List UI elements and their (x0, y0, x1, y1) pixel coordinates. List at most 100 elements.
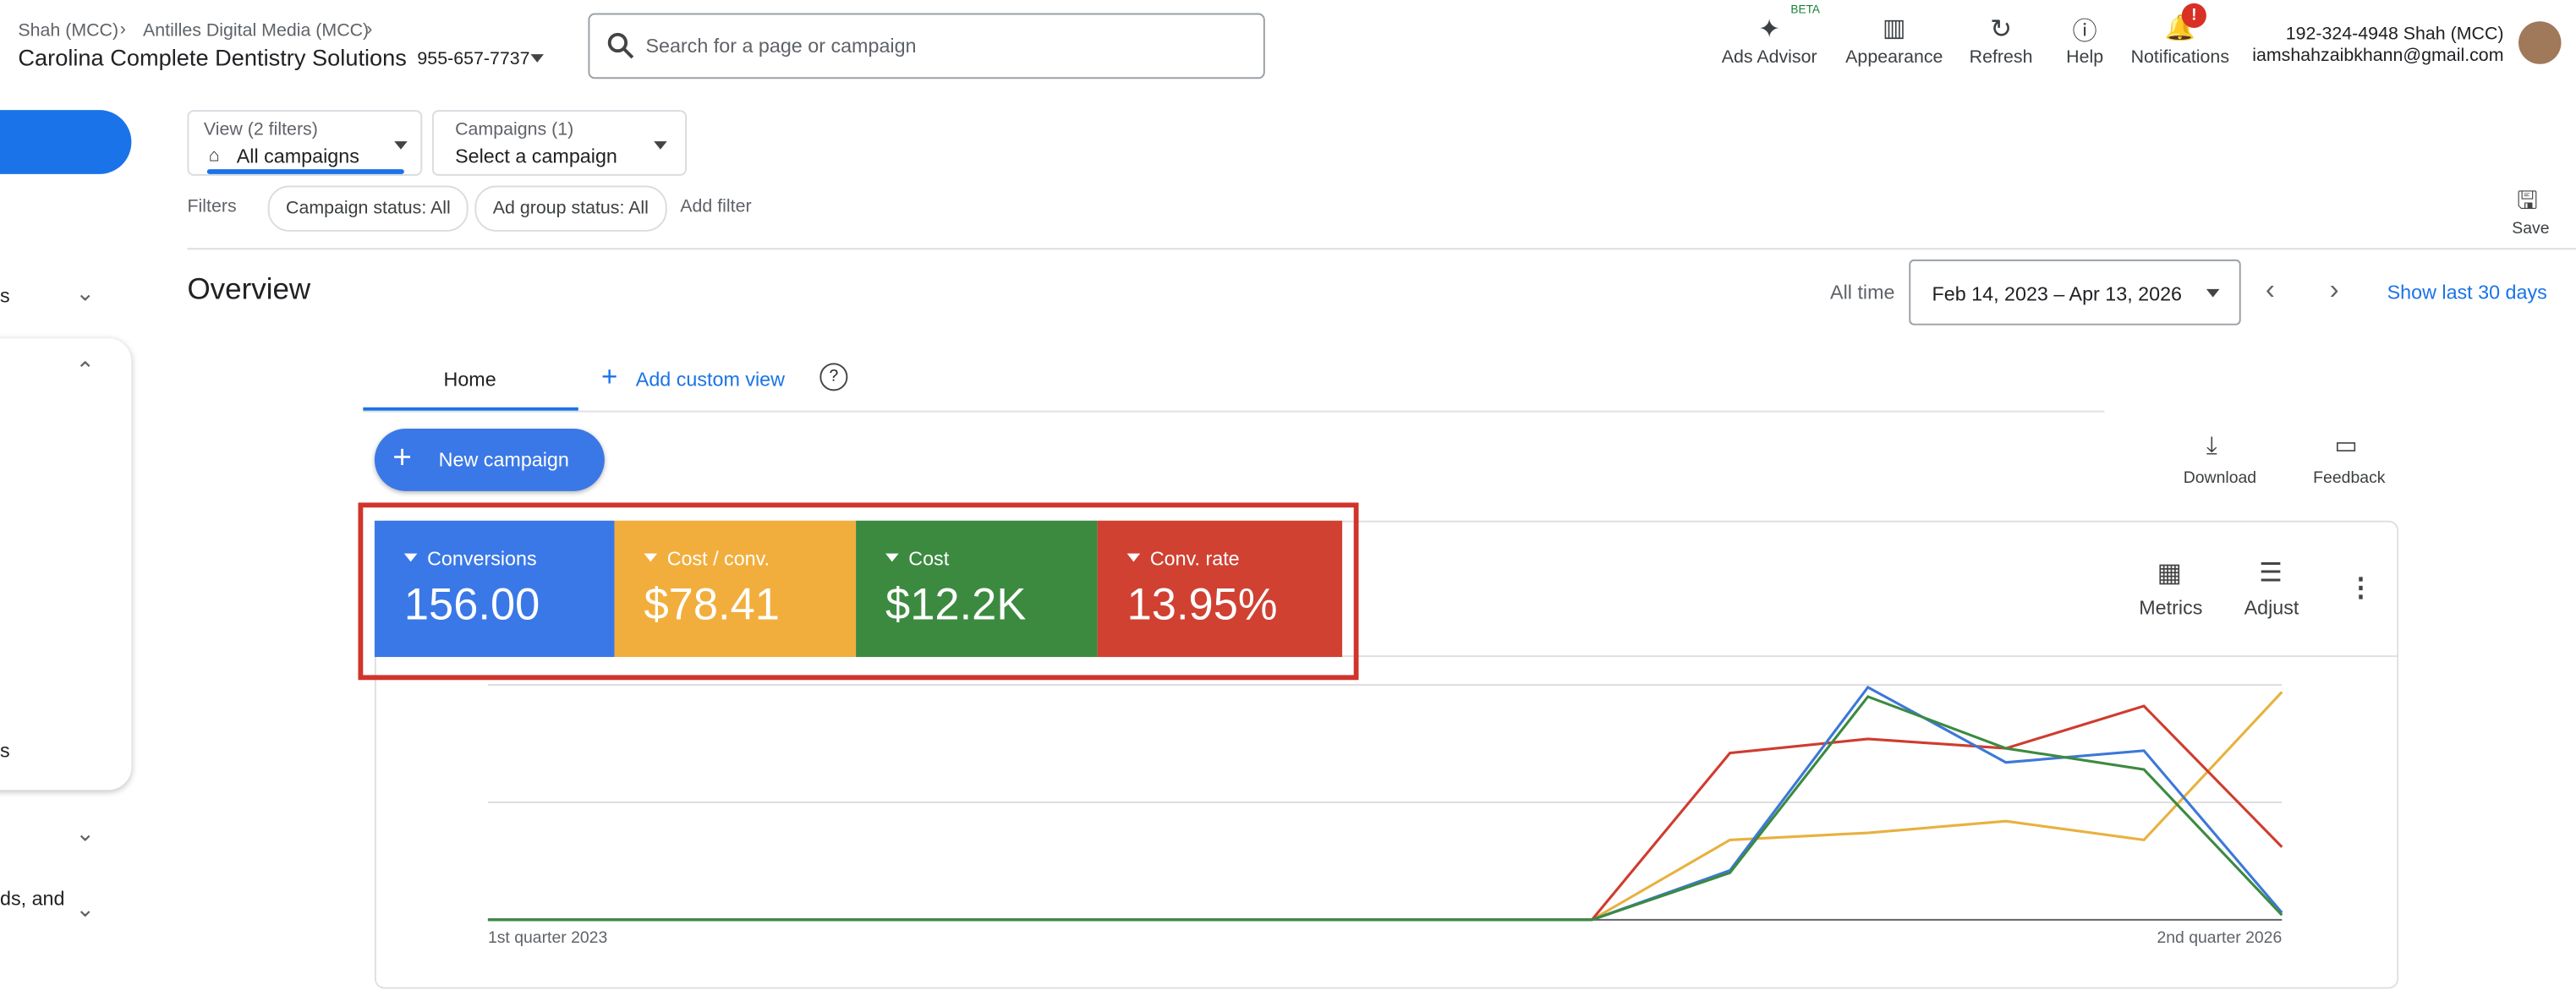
metric-value: 156.00 (403, 579, 540, 630)
user-line: 192-324-4948 Shah (MCC) (2285, 25, 2504, 45)
tool-label: Appearance (1845, 47, 1943, 68)
series-line (487, 691, 2283, 922)
collapse-icon[interactable]: ⌃ (75, 356, 96, 383)
dropdown-arrow (885, 553, 899, 562)
tool-label: Ads Advisor (1721, 47, 1817, 68)
view-label: View (2 filters) (203, 119, 318, 140)
dropdown-arrow (394, 141, 408, 150)
dropdown-arrow (1126, 553, 1141, 562)
tool-help[interactable]: ⓘ Help (2053, 14, 2116, 68)
metric-value: 13.95% (1126, 579, 1278, 630)
save-label: Save (2512, 220, 2550, 238)
breadcrumb[interactable]: Shah (MCC) (18, 21, 119, 41)
dropdown-arrow[interactable] (530, 54, 545, 63)
help-icon[interactable]: ? (819, 363, 848, 391)
series-line (487, 685, 2283, 922)
metric-card[interactable]: Cost $12.2K (856, 520, 1098, 658)
expand-icon[interactable]: ⌄ (75, 279, 96, 306)
sidebar-text: s (0, 739, 10, 763)
range-label: All time (1830, 281, 1895, 304)
account-id[interactable]: 955-657-7737 (417, 49, 530, 69)
expand-icon[interactable]: ⌄ (75, 819, 96, 846)
view-value: All campaigns (236, 144, 359, 168)
tab[interactable]: Home (443, 368, 496, 391)
home-icon: ⌂ (208, 145, 220, 167)
x-tick-label: 2nd quarter 2026 (2157, 928, 2282, 947)
adjust-label: Adjust (2244, 596, 2299, 620)
filter-chip[interactable]: Campaign status: All (267, 185, 469, 232)
avatar[interactable] (2518, 21, 2562, 64)
chart-card (374, 520, 2399, 989)
tool-appearance[interactable]: ▥ Appearance (1837, 14, 1952, 68)
tool-notifications[interactable]: 🔔 Notifications (2124, 14, 2236, 68)
search-box[interactable]: Search for a page or campaign (588, 13, 1265, 79)
x-tick-label: 1st quarter 2023 (488, 928, 607, 947)
tool-label: Help (2066, 47, 2104, 68)
metric-value: $78.41 (644, 579, 780, 630)
expand-icon[interactable]: ⌄ (75, 895, 96, 922)
chevron: › (119, 19, 126, 40)
campaign-picker[interactable]: Campaigns (1) Select a campaign (431, 110, 688, 176)
campaigns-label: Campaigns (1) (455, 119, 574, 140)
metric-name: Cost / conv. (666, 546, 770, 571)
metric-card[interactable]: Cost / conv. $78.41 (614, 520, 857, 658)
prev-button[interactable]: ‹ (2265, 274, 2275, 306)
metric-card[interactable]: Conversions 156.00 (374, 520, 615, 658)
plus-icon: + (600, 361, 618, 393)
highlight-box (358, 502, 1359, 681)
metric-name: Conversions (427, 546, 537, 571)
sidebar-text: s (0, 284, 10, 308)
next-button[interactable]: › (2329, 274, 2339, 306)
filter-chip[interactable]: Ad group status: All (474, 185, 667, 232)
chevron: › (366, 19, 373, 40)
series-line (487, 704, 2283, 922)
more-menu[interactable]: ⋮ (2347, 574, 2375, 603)
dropdown-arrow (2206, 288, 2220, 298)
button-label: New campaign (438, 448, 569, 472)
card-divider (374, 655, 2398, 658)
view-picker[interactable]: View (2 filters) All campaigns ⌂ (187, 110, 423, 176)
metrics-label: Metrics (2139, 596, 2203, 620)
tab-divider (363, 410, 2105, 413)
save-icon[interactable]: 🖫 (2517, 187, 2538, 216)
tab-indicator (363, 407, 578, 411)
metric-name: Conv. rate (1149, 546, 1240, 571)
metrics-icon[interactable]: ▦ (2157, 560, 2183, 588)
show-last[interactable]: Show last 30 days (2387, 281, 2547, 304)
notification-badge: ! (2181, 3, 2206, 29)
tab[interactable]: Add custom view (635, 368, 785, 391)
tool-refresh[interactable]: ↻ Refresh (1960, 14, 2042, 67)
new-campaign-button[interactable]: + New campaign (374, 429, 605, 491)
filters-label: Filters (187, 197, 237, 217)
tool-ads-advisor[interactable]: ✦ Ads Advisor (1713, 14, 1825, 68)
metric-card[interactable]: Conv. rate 13.95% (1097, 520, 1343, 658)
account-name: Carolina Complete Dentistry Solutions (18, 44, 407, 71)
add-filter[interactable]: Add filter (680, 197, 752, 217)
metric-name: Cost (908, 546, 950, 571)
download-label: Download (2183, 469, 2257, 488)
download-icon[interactable]: ⤓ (2206, 431, 2217, 460)
plus-icon: + (392, 440, 412, 477)
sidebar-text: ds, and (0, 887, 65, 911)
feedback-label: Feedback (2313, 469, 2386, 488)
date-range: Feb 14, 2023 – Apr 13, 2026 (1932, 282, 2183, 306)
beta-badge: BETA (1790, 4, 1820, 17)
breadcrumb[interactable]: Antilles Digital Media (MCC) (143, 21, 370, 41)
campaigns-value: Select a campaign (455, 144, 617, 168)
date-picker[interactable]: Feb 14, 2023 – Apr 13, 2026 (1909, 259, 2241, 326)
search-icon (607, 32, 634, 59)
underline (206, 169, 404, 174)
search-placeholder: Search for a page or campaign (645, 34, 917, 57)
user-email: iamshahzaibkhann@gmail.com (2252, 46, 2504, 66)
dropdown-arrow (644, 553, 658, 562)
tool-label: Notifications (2130, 47, 2230, 68)
metric-value: $12.2K (885, 579, 1027, 630)
adjust-icon[interactable]: ☰ (2259, 560, 2283, 588)
create-button[interactable] (0, 110, 132, 174)
dropdown-arrow (403, 553, 418, 562)
feedback-icon[interactable]: ▭ (2334, 431, 2358, 460)
